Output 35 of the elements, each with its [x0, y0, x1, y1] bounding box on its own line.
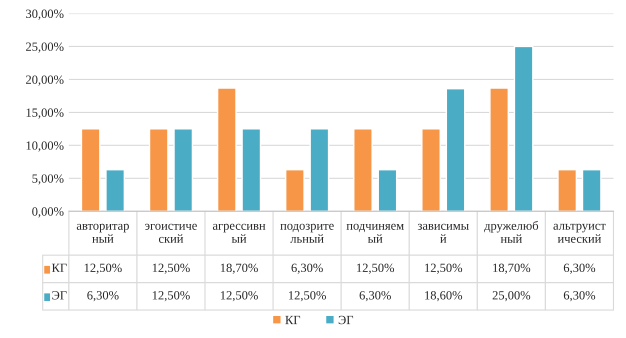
data-label: 25,00% — [492, 291, 530, 302]
data-label: 12,50% — [152, 291, 190, 302]
y-tick-label: 5,00% — [32, 174, 64, 185]
y-tick-label: 30,00% — [26, 10, 64, 20]
data-label: 18,70% — [493, 264, 530, 274]
data-label: 6,30% — [292, 264, 323, 274]
x-tick-label: подозрите льный — [280, 224, 334, 243]
data-label: 12,50% — [152, 264, 190, 274]
data-label: 12,50% — [220, 291, 258, 302]
x-tick-label: агрессивн ый — [212, 224, 266, 243]
data-label: 18,70% — [220, 264, 258, 274]
x-tick-label: подчиняем ый — [346, 224, 404, 243]
data-label: 12,50% — [425, 264, 462, 274]
y-tick-label: 10,00% — [26, 141, 64, 152]
y-tick-label: 0,00% — [32, 207, 64, 218]
data-label: 12,50% — [357, 264, 394, 274]
text: ЭГ — [338, 316, 354, 324]
y-tick-label: 20,00% — [26, 75, 64, 86]
data-label: 6,30% — [360, 291, 391, 302]
data-label: 6,30% — [564, 264, 596, 274]
data-label: 6,30% — [564, 291, 596, 302]
y-tick-label: 25,00% — [26, 42, 64, 53]
x-tick-label: зависимы й — [418, 224, 469, 243]
data-label: 18,60% — [425, 291, 462, 302]
data-label: 6,30% — [87, 291, 119, 302]
y-tick-label: 15,00% — [26, 108, 64, 119]
x-tick-label: альтруист ический — [553, 224, 606, 243]
x-tick-label: дружелюб ный — [484, 220, 538, 243]
x-tick-label: авторитар ный — [76, 224, 129, 243]
legend-label: ЭГ — [52, 291, 67, 300]
x-tick-label: эгоистиче ский — [145, 224, 197, 243]
text: КГ — [285, 316, 300, 324]
data-label: 12,50% — [84, 264, 122, 274]
data-label: 12,50% — [288, 291, 326, 302]
legend-label: КГ — [52, 264, 67, 272]
